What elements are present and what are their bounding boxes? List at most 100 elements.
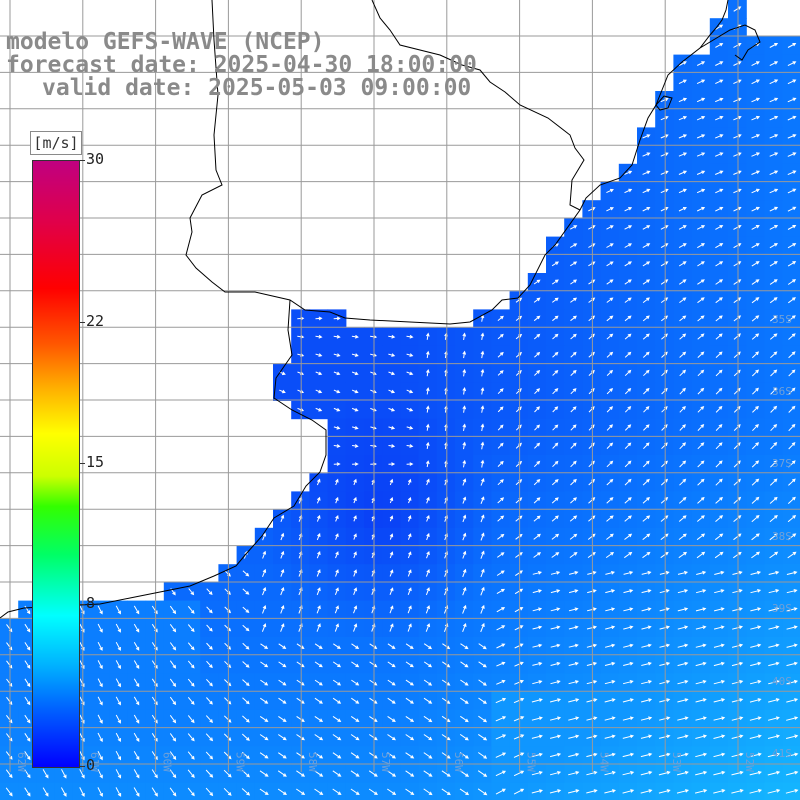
wind-arrow bbox=[169, 678, 177, 687]
wind-arrow bbox=[624, 533, 633, 540]
wind-arrow bbox=[624, 315, 632, 322]
wind-arrow bbox=[426, 423, 430, 431]
longitude-label: 54W bbox=[597, 752, 610, 772]
wind-arrow bbox=[751, 115, 761, 121]
wind-arrow bbox=[696, 97, 706, 103]
wind-arrow bbox=[480, 532, 485, 541]
wind-arrow bbox=[676, 770, 689, 776]
wind-arrow bbox=[604, 716, 616, 721]
wind-arrow bbox=[786, 625, 798, 630]
wind-arrow bbox=[570, 424, 577, 431]
wind-arrow bbox=[332, 679, 342, 686]
wind-arrow bbox=[624, 515, 632, 522]
wind-arrow bbox=[624, 369, 632, 377]
wind-arrow bbox=[767, 716, 780, 721]
wind-arrow bbox=[733, 152, 742, 157]
wind-arrow bbox=[695, 643, 707, 648]
wind-arrow bbox=[769, 533, 779, 541]
wind-arrow bbox=[586, 734, 598, 739]
wind-arrow bbox=[606, 279, 614, 285]
wind-arrow bbox=[660, 551, 669, 559]
wind-arrow bbox=[242, 642, 250, 650]
wind-arrow bbox=[480, 604, 485, 614]
wind-arrow bbox=[441, 715, 451, 723]
wind-arrow bbox=[97, 660, 103, 670]
wind-arrow bbox=[24, 787, 31, 797]
wind-arrow bbox=[570, 497, 577, 504]
wind-arrow bbox=[751, 225, 760, 230]
wind-arrow bbox=[568, 680, 580, 685]
wind-arrow bbox=[368, 770, 378, 777]
latitude-label: 36S bbox=[772, 385, 792, 398]
wind-arrow bbox=[677, 680, 689, 685]
wind-arrow bbox=[549, 752, 562, 758]
wind-arrow bbox=[768, 625, 780, 630]
wind-arrow bbox=[462, 459, 467, 468]
wind-arrow bbox=[407, 587, 412, 595]
wind-arrow bbox=[769, 478, 778, 486]
longitude-label: 52W bbox=[743, 752, 756, 772]
wind-arrow bbox=[388, 389, 396, 394]
wind-arrow bbox=[733, 533, 742, 541]
wind-arrow bbox=[205, 733, 214, 742]
wind-arrow bbox=[480, 550, 485, 559]
wind-arrow bbox=[480, 478, 485, 486]
wind-arrow bbox=[460, 679, 469, 686]
wind-arrow bbox=[353, 569, 357, 577]
wind-arrow bbox=[605, 552, 615, 559]
wind-arrow bbox=[715, 188, 724, 194]
wind-arrow bbox=[242, 606, 250, 614]
wind-arrow bbox=[714, 533, 724, 541]
wind-arrow bbox=[333, 643, 341, 649]
wind-arrow bbox=[115, 696, 121, 706]
wind-arrow bbox=[751, 261, 760, 267]
wind-arrow bbox=[642, 515, 651, 522]
wind-arrow bbox=[606, 369, 614, 376]
wind-arrow bbox=[660, 97, 669, 103]
wind-arrow bbox=[788, 387, 796, 395]
wind-arrow bbox=[314, 715, 324, 722]
wind-arrow bbox=[425, 569, 430, 577]
wind-arrow bbox=[715, 369, 723, 377]
wind-arrow bbox=[643, 442, 650, 450]
wind-arrow bbox=[514, 643, 524, 649]
wind-arrow bbox=[497, 424, 504, 431]
wind-arrow bbox=[569, 533, 578, 540]
wind-arrow bbox=[314, 788, 324, 795]
wind-arrow bbox=[769, 551, 779, 559]
wind-arrow bbox=[534, 369, 541, 376]
wind-arrow bbox=[296, 788, 306, 795]
wind-arrow bbox=[569, 551, 578, 559]
wind-arrow bbox=[695, 589, 707, 594]
wind-arrow bbox=[551, 261, 559, 267]
wind-arrow bbox=[533, 460, 541, 468]
wind-arrow bbox=[406, 426, 414, 430]
wind-arrow bbox=[278, 752, 287, 759]
wind-arrow bbox=[749, 698, 762, 703]
wind-arrow bbox=[97, 623, 103, 633]
wind-arrow bbox=[206, 678, 213, 687]
wind-arrow bbox=[61, 769, 67, 779]
wind-arrow bbox=[570, 369, 577, 376]
wind-arrow bbox=[660, 188, 669, 194]
wind-arrow bbox=[788, 351, 796, 359]
wind-arrow bbox=[315, 316, 323, 321]
wind-arrow bbox=[715, 405, 723, 413]
wind-arrow bbox=[334, 587, 339, 595]
wind-arrow bbox=[333, 316, 341, 321]
wind-arrow bbox=[731, 770, 744, 776]
wind-arrow bbox=[785, 734, 799, 739]
wind-arrow bbox=[369, 661, 378, 668]
wind-arrow bbox=[24, 660, 31, 669]
wind-arrow bbox=[770, 442, 778, 450]
wind-arrow bbox=[658, 789, 671, 794]
wind-arrow bbox=[768, 679, 780, 685]
wind-arrow bbox=[733, 170, 742, 175]
wind-arrow bbox=[623, 643, 634, 648]
wind-arrow bbox=[353, 605, 358, 614]
wind-arrow bbox=[187, 678, 195, 687]
wind-arrow bbox=[715, 243, 724, 249]
wind-arrow bbox=[259, 770, 269, 777]
wind-arrow bbox=[353, 587, 358, 595]
wind-arrow bbox=[514, 607, 524, 613]
